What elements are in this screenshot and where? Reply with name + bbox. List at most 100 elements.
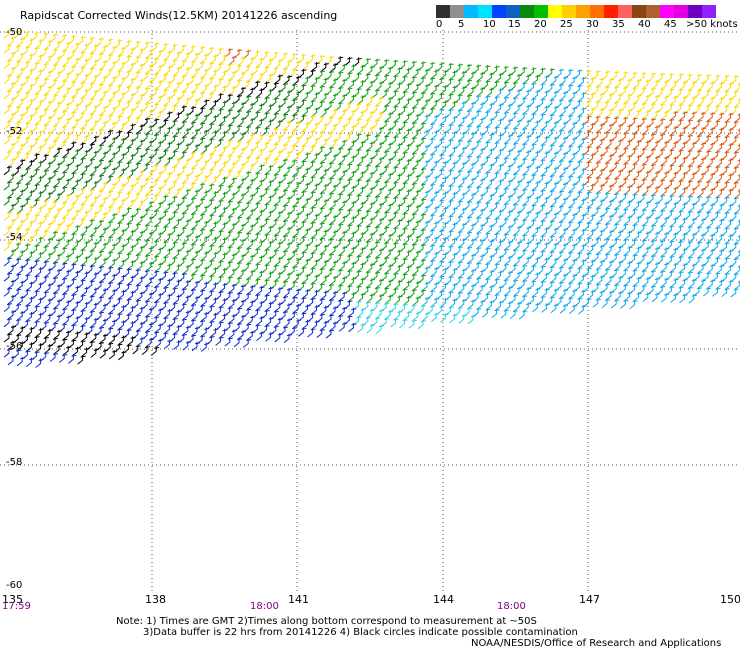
wind-barb	[564, 145, 574, 155]
wind-barb	[164, 187, 173, 197]
wind-barb	[537, 98, 546, 108]
credit-line: NOAA/NESDIS/Office of Research and Appli…	[471, 638, 722, 649]
wind-barb	[228, 253, 237, 263]
wind-barb	[467, 162, 477, 173]
wind-barb	[555, 205, 565, 215]
wind-barb	[7, 295, 17, 305]
wind-barb	[660, 201, 670, 212]
wind-barb	[583, 100, 592, 110]
wind-barb	[307, 69, 316, 79]
wind-barb	[311, 168, 320, 178]
wind-barb	[90, 59, 99, 69]
wind-barb	[196, 137, 206, 147]
wind-barb	[316, 70, 325, 80]
wind-barb	[399, 60, 408, 70]
wind-barb	[26, 99, 35, 109]
wind-barb	[178, 318, 187, 328]
wind-barb	[574, 145, 583, 155]
wind-barb	[219, 161, 228, 171]
wind-barb	[449, 222, 458, 232]
wind-barb	[679, 96, 688, 106]
wind-barb	[482, 292, 491, 303]
wind-barb	[426, 122, 436, 133]
wind-barb	[430, 312, 440, 323]
wind-barb	[178, 303, 187, 313]
wind-barb	[574, 130, 583, 140]
wind-barb	[362, 301, 371, 311]
wind-barb	[68, 354, 77, 364]
wind-barb	[620, 177, 629, 188]
wind-barb	[384, 127, 394, 137]
wind-barb	[270, 51, 279, 62]
wind-barb	[679, 202, 688, 212]
wind-barb	[261, 111, 270, 122]
wind-barb	[191, 68, 201, 78]
wind-barb	[53, 162, 63, 172]
wind-barb	[53, 177, 63, 188]
wind-barb	[233, 49, 243, 59]
wind-barb	[154, 338, 164, 349]
wind-barb	[3, 105, 13, 115]
wind-barb	[601, 268, 611, 278]
wind-barb	[504, 149, 513, 159]
wind-barb	[228, 207, 237, 218]
wind-barb	[242, 110, 252, 120]
wind-barb	[311, 77, 320, 87]
wind-barb	[568, 152, 578, 163]
color-swatch-4	[492, 5, 506, 18]
wind-barb	[72, 179, 81, 189]
wind-barb	[592, 267, 601, 278]
wind-barb	[380, 180, 390, 191]
wind-barb	[522, 180, 532, 191]
wind-barb	[463, 185, 473, 195]
wind-barb	[463, 261, 473, 271]
wind-barb	[320, 275, 329, 285]
wind-barb	[486, 194, 495, 204]
wind-barb	[191, 250, 201, 260]
wind-barb	[568, 304, 578, 315]
wind-barb	[283, 318, 293, 328]
wind-barb	[482, 64, 491, 75]
wind-barb	[578, 305, 587, 315]
wind-barb	[164, 217, 173, 228]
wind-barb	[99, 273, 109, 283]
wind-barb	[196, 334, 206, 345]
wind-barb	[430, 145, 440, 155]
wind-barb	[476, 239, 486, 249]
wind-barb	[62, 163, 72, 173]
wind-barb	[35, 160, 44, 171]
wind-barb	[90, 302, 99, 313]
wind-barb	[228, 268, 237, 279]
wind-barb	[215, 336, 224, 346]
wind-barb	[362, 73, 371, 83]
wind-barb	[550, 121, 559, 131]
wind-barb	[136, 185, 145, 195]
wind-barb	[288, 98, 298, 109]
wind-barb	[200, 144, 210, 155]
wind-barb	[486, 72, 495, 82]
wind-barb	[99, 318, 109, 329]
wind-barb	[270, 279, 279, 290]
wind-barb	[320, 229, 329, 240]
wind-barb	[334, 314, 344, 325]
wind-barb	[614, 291, 624, 301]
wind-barb	[578, 259, 587, 269]
wind-barb	[550, 136, 559, 146]
wind-barb	[127, 169, 136, 179]
wind-barb	[500, 233, 509, 243]
wind-barb	[246, 315, 256, 326]
wind-barb	[574, 115, 583, 125]
wind-barb	[164, 339, 173, 349]
wind-barb	[329, 154, 339, 164]
wind-barb	[380, 135, 390, 145]
wind-barb	[513, 302, 523, 312]
wind-barb	[265, 210, 274, 221]
wind-barb	[412, 129, 421, 139]
wind-barb	[467, 238, 477, 249]
wind-barb	[164, 293, 173, 304]
wind-barb	[380, 287, 390, 297]
wind-barb	[486, 224, 495, 234]
wind-barb	[246, 148, 256, 158]
wind-barb	[329, 276, 339, 286]
wind-barb	[688, 202, 697, 213]
